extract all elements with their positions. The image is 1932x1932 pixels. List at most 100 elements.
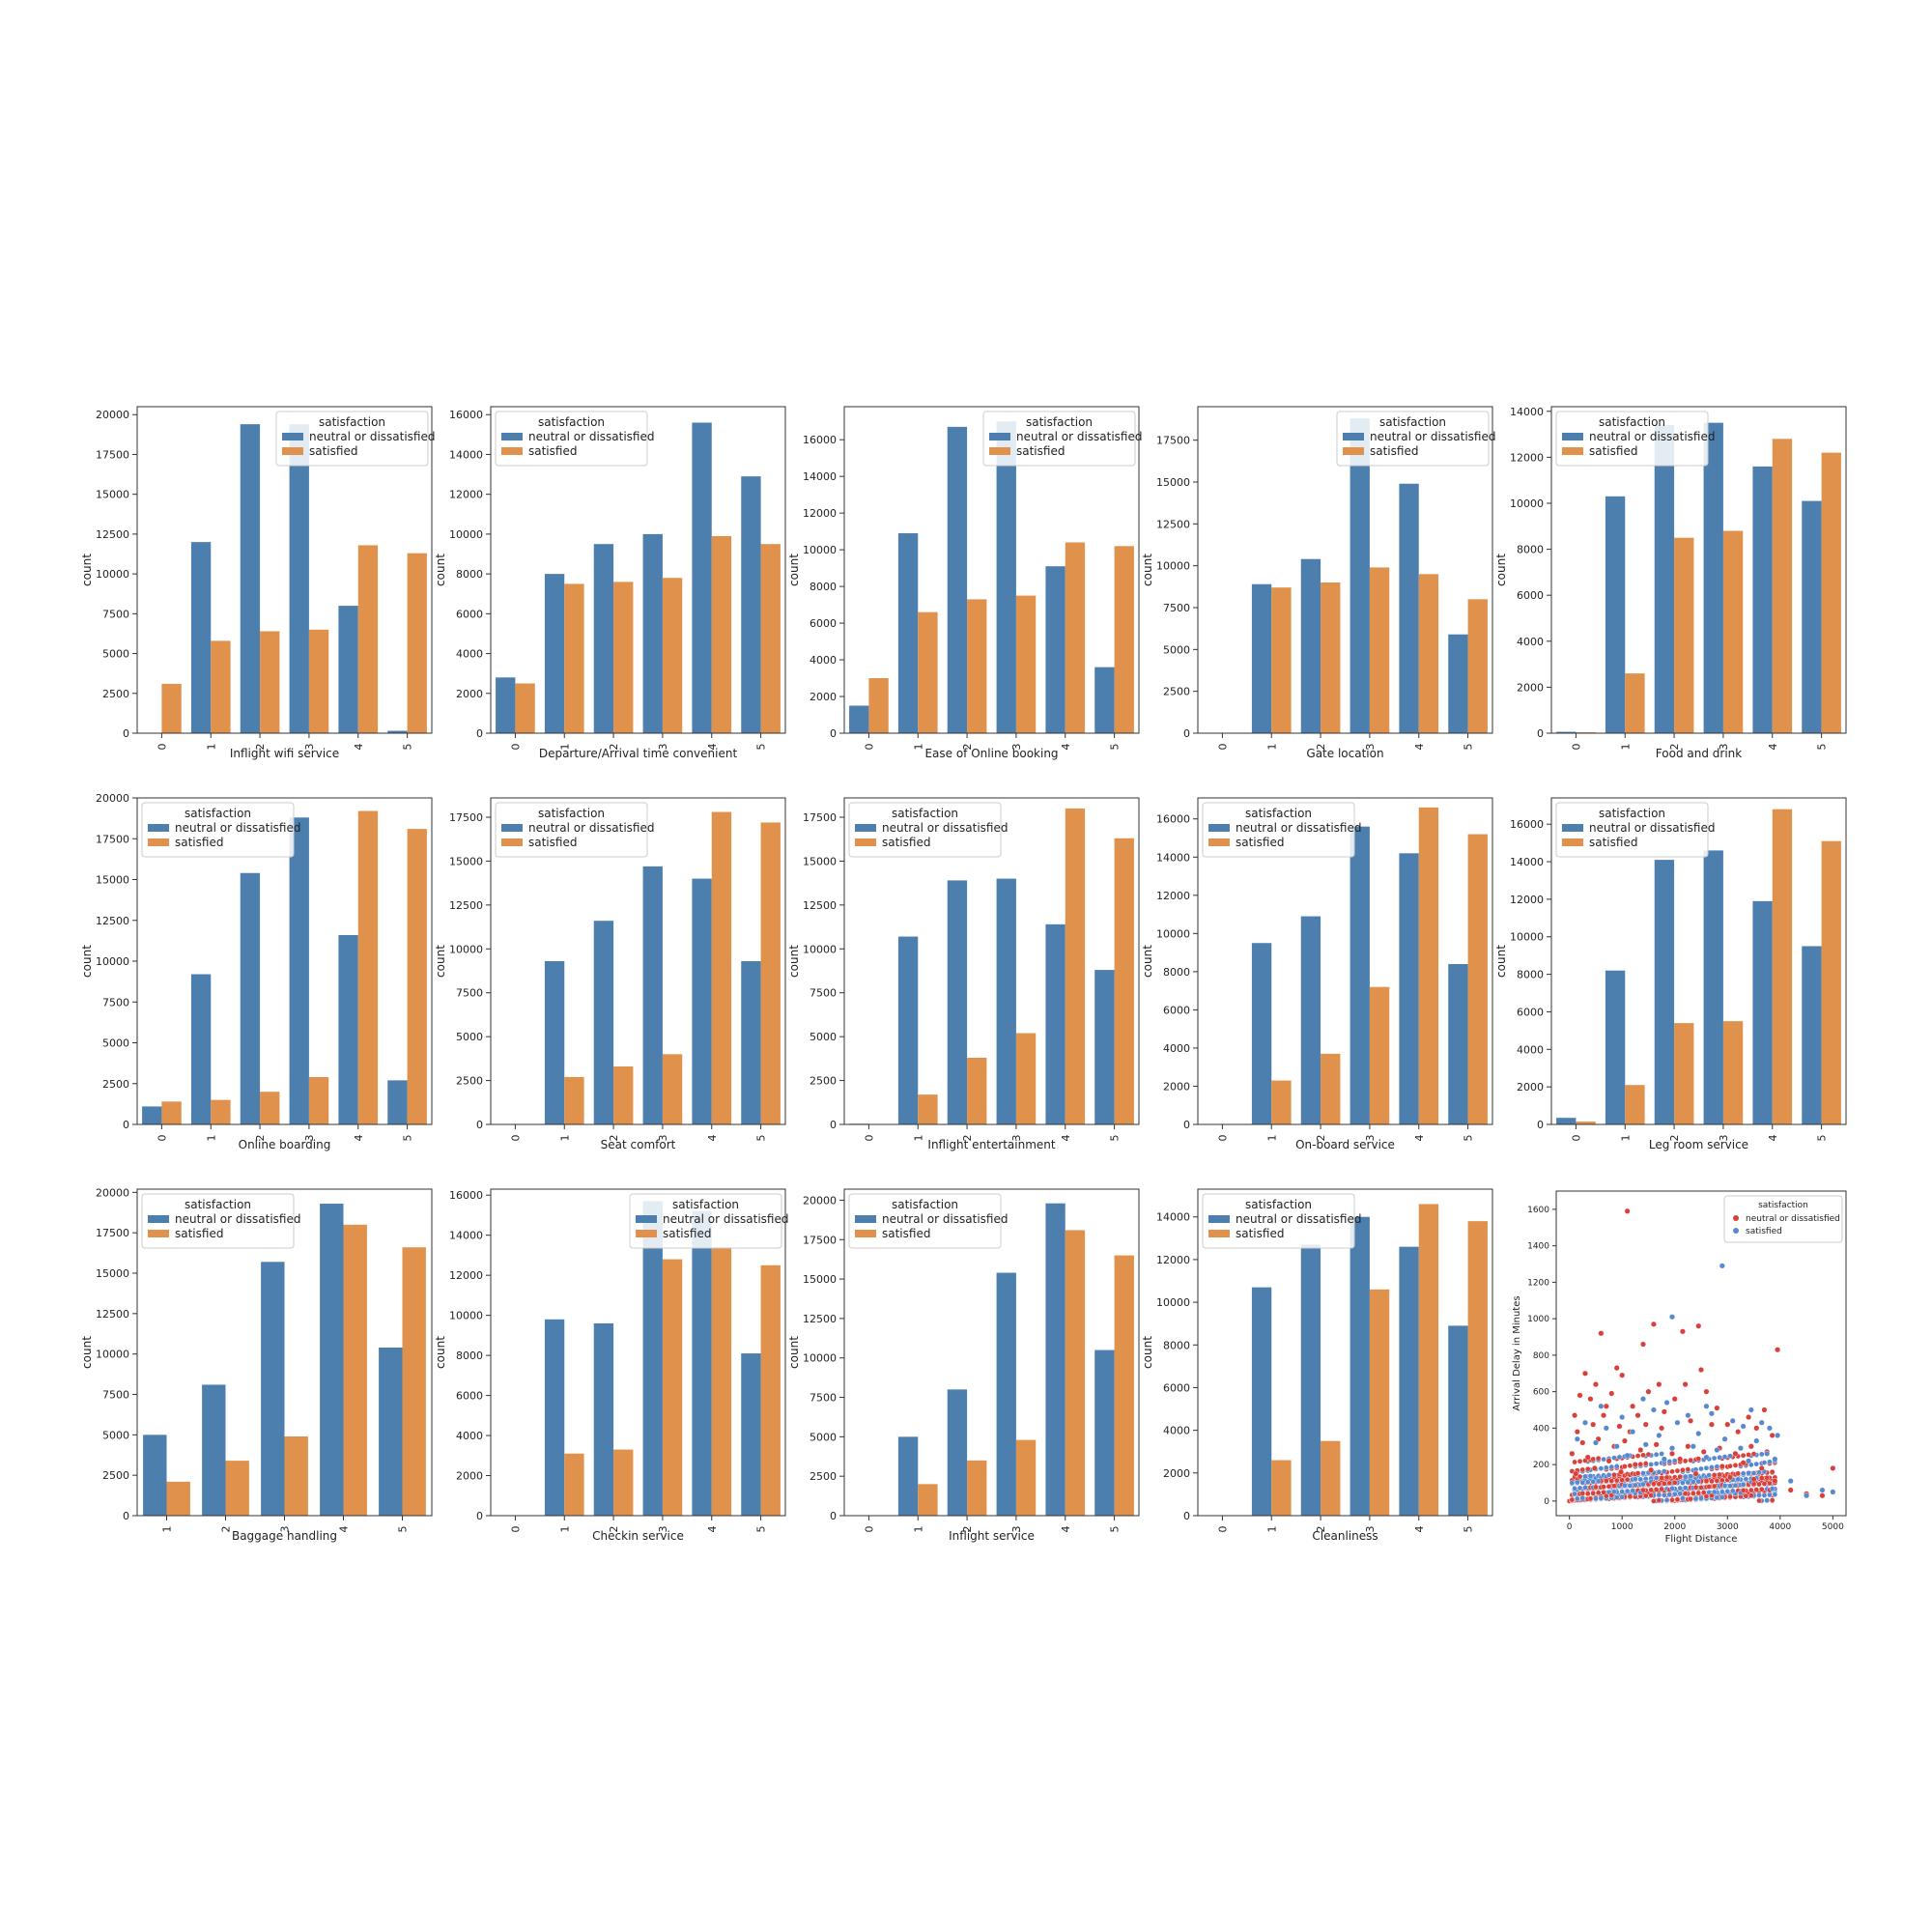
bar-neutral xyxy=(947,1389,968,1516)
scatter-point xyxy=(1640,1481,1646,1488)
scatter-point xyxy=(1590,1490,1596,1496)
scatter-point xyxy=(1717,1454,1722,1461)
scatter-point xyxy=(1595,1490,1602,1496)
x-tick-label: 5 xyxy=(755,1526,768,1533)
scatter-point xyxy=(1746,1458,1752,1464)
bar-satisfied xyxy=(564,583,584,733)
x-tick-label: 4 xyxy=(1413,1135,1426,1142)
scatter-point xyxy=(1653,1487,1660,1492)
scatter-point xyxy=(1611,1471,1617,1478)
subplot-inflight-entertainment: 0 2500 5000 7500 10000 12500 15000 17500 0 1 2 3 4 5 I… xyxy=(787,797,1140,1151)
x-tick-label: 4 xyxy=(1413,744,1426,751)
scatter-point xyxy=(1753,1437,1760,1444)
bar-satisfied xyxy=(260,1092,280,1124)
y-tick-label: 14000 xyxy=(803,470,837,483)
bar-neutral xyxy=(1350,418,1370,733)
y-tick-label: 12500 xyxy=(449,899,483,912)
bar-neutral xyxy=(1556,731,1577,733)
y-tick-label: 14000 xyxy=(1156,851,1190,864)
x-axis-label: Seat comfort xyxy=(601,1138,676,1151)
scatter-point xyxy=(1613,1494,1620,1500)
scatter-point xyxy=(1659,1451,1664,1457)
scatter-point xyxy=(1695,1478,1702,1485)
scatter-point xyxy=(1653,1441,1660,1448)
legend-label: neutral or dissatisfied xyxy=(528,430,654,443)
legend-swatch xyxy=(1343,447,1364,455)
scatter-point xyxy=(1680,1480,1686,1486)
scatter-point xyxy=(1666,1492,1673,1498)
scatter-point xyxy=(1575,1479,1580,1486)
scatter-point xyxy=(1787,1478,1794,1485)
scatter-point xyxy=(1711,1489,1718,1495)
legend-label: satisfied xyxy=(1236,836,1284,849)
y-tick-label: 2500 xyxy=(810,1075,837,1088)
legend-label: satisfied xyxy=(1370,444,1418,458)
bar-satisfied xyxy=(918,1484,938,1516)
legend-frame xyxy=(848,802,1002,858)
y-tick-label: 4000 xyxy=(810,654,837,667)
legend-label: neutral or dissatisfied xyxy=(1589,821,1715,835)
scatter-point xyxy=(1650,1406,1657,1413)
y-tick-label: 10000 xyxy=(1156,927,1190,940)
bar-neutral xyxy=(1703,422,1723,733)
x-tick-label: 4 xyxy=(1767,744,1779,751)
x-tick-label: 4 xyxy=(706,744,719,751)
bar-satisfied xyxy=(662,1054,683,1124)
legend-title: satisfaction xyxy=(1599,415,1665,429)
bar-satisfied xyxy=(967,1460,987,1516)
scatter-point xyxy=(1611,1483,1617,1490)
scatter-point xyxy=(1661,1456,1667,1463)
subplot-checkin-service: 0 2000 4000 6000 8000 10000 12000 14000 16000 0 1 2… xyxy=(434,1188,788,1543)
y-tick-label: 8000 xyxy=(810,581,837,593)
scatter-point xyxy=(1703,1478,1710,1484)
scatter-point xyxy=(1677,1456,1684,1463)
y-tick-label: 10000 xyxy=(803,1352,837,1365)
scatter-point xyxy=(1653,1451,1660,1458)
bar-neutral xyxy=(947,880,968,1124)
scatter-point xyxy=(1648,1462,1654,1467)
scatter-point xyxy=(1674,1467,1681,1474)
x-axis-label: Gate location xyxy=(1306,747,1383,760)
scatter-point xyxy=(1659,1486,1664,1492)
x-tick-label: 3 xyxy=(1364,1526,1377,1533)
legend-label: neutral or dissatisfied xyxy=(1746,1214,1840,1224)
scatter-point xyxy=(1582,1473,1588,1480)
y-tick-label: 2000 xyxy=(810,691,837,703)
y-tick-label: 4000 xyxy=(1517,1043,1544,1056)
bar-neutral xyxy=(1300,916,1321,1124)
scatter-point xyxy=(1692,1495,1699,1502)
legend-swatch xyxy=(855,824,876,832)
bar-neutral xyxy=(1045,1203,1065,1516)
scatter-point xyxy=(1608,1390,1615,1397)
y-tick-label: 4000 xyxy=(1517,636,1544,648)
scatter-point xyxy=(1729,1417,1736,1424)
y-tick-label: 0 xyxy=(123,1510,129,1522)
scatter-point xyxy=(1698,1465,1704,1472)
scatter-point xyxy=(1708,1421,1715,1428)
scatter-point xyxy=(1706,1484,1712,1490)
bar-satisfied xyxy=(1674,537,1694,733)
y-tick-label: 2500 xyxy=(456,1075,483,1088)
legend-frame xyxy=(982,411,1136,467)
scatter-point xyxy=(1703,1454,1710,1461)
bar-satisfied xyxy=(1114,1255,1134,1516)
scatter-point xyxy=(1590,1479,1596,1485)
scatter-point xyxy=(1619,1477,1625,1483)
scatter-point xyxy=(1608,1478,1615,1484)
y-tick-label: 12000 xyxy=(449,1269,483,1282)
bar-neutral xyxy=(897,1436,919,1516)
scatter-point xyxy=(1772,1492,1778,1497)
scatter-point xyxy=(1601,1484,1606,1490)
scatter-point xyxy=(1598,1465,1605,1471)
y-tick-label: 10000 xyxy=(449,943,483,955)
scatter-point xyxy=(1581,1419,1588,1426)
scatter-point xyxy=(1727,1483,1733,1489)
y-tick-label: 0 xyxy=(123,727,129,740)
subplot-leg-room-service: 0 2000 4000 6000 8000 10000 12000 14000 16000 0 1 2… xyxy=(1494,797,1847,1151)
x-tick-label: 0 xyxy=(1570,1135,1582,1142)
axes-frame xyxy=(136,1188,433,1517)
y-tick-label: 12500 xyxy=(96,528,129,541)
legend-label: satisfied xyxy=(882,1227,930,1240)
